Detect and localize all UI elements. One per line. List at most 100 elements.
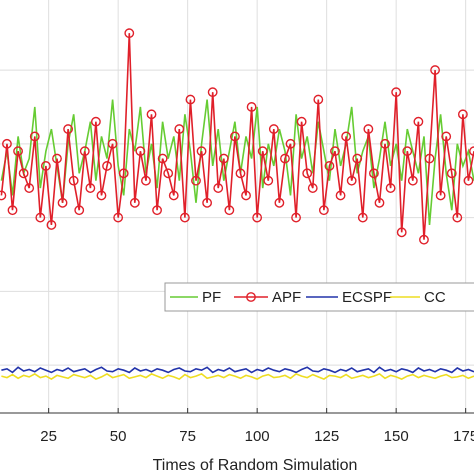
point-marker xyxy=(218,153,229,164)
point-marker xyxy=(363,124,374,134)
point-marker xyxy=(79,146,90,157)
point-marker xyxy=(168,190,179,201)
point-marker xyxy=(307,183,318,193)
x-tick-label: 100 xyxy=(245,428,270,445)
point-marker xyxy=(24,183,35,193)
point-marker xyxy=(352,153,363,164)
point-marker xyxy=(235,168,246,179)
x-tick-label: 175 xyxy=(453,428,474,445)
point-marker xyxy=(285,138,296,149)
point-marker xyxy=(263,175,274,186)
point-marker xyxy=(391,87,402,98)
point-marker xyxy=(313,94,324,105)
point-marker xyxy=(207,87,218,98)
point-marker xyxy=(430,65,440,75)
legend-marker xyxy=(246,292,256,302)
point-marker xyxy=(185,94,196,105)
point-marker xyxy=(141,175,151,186)
point-marker xyxy=(202,197,213,208)
point-marker xyxy=(324,161,335,171)
point-marker xyxy=(380,138,390,149)
point-marker xyxy=(257,146,268,157)
x-tick-label: 50 xyxy=(110,428,127,445)
point-marker xyxy=(85,183,96,193)
point-marker xyxy=(280,153,290,164)
point-marker xyxy=(29,131,40,142)
point-marker xyxy=(407,175,418,186)
point-marker xyxy=(246,102,257,112)
point-marker xyxy=(318,205,329,216)
point-marker xyxy=(35,212,46,223)
point-marker xyxy=(330,146,340,157)
point-marker xyxy=(335,190,346,201)
point-marker xyxy=(46,220,57,230)
point-marker xyxy=(296,116,307,127)
point-marker xyxy=(452,212,463,223)
point-marker xyxy=(230,131,240,142)
legend: PF APF ECSPF CC xyxy=(164,282,474,312)
point-marker xyxy=(302,168,313,179)
point-marker xyxy=(435,190,446,201)
point-marker xyxy=(18,168,29,179)
point-marker xyxy=(179,212,190,223)
point-marker xyxy=(374,197,385,208)
point-marker xyxy=(291,212,301,223)
point-marker xyxy=(107,138,118,149)
point-marker xyxy=(118,168,129,179)
point-marker xyxy=(396,227,407,238)
point-marker xyxy=(441,131,452,142)
point-marker xyxy=(124,28,135,39)
point-marker xyxy=(74,205,85,216)
x-tick-label: 125 xyxy=(314,428,339,445)
point-marker xyxy=(40,161,51,171)
point-marker xyxy=(13,146,23,157)
point-marker xyxy=(129,197,140,208)
point-marker xyxy=(52,153,62,164)
point-marker xyxy=(274,197,285,208)
point-marker xyxy=(191,175,201,186)
point-marker xyxy=(135,146,146,157)
point-marker xyxy=(174,124,185,134)
point-marker xyxy=(224,205,235,216)
point-marker xyxy=(63,124,74,134)
point-marker xyxy=(413,116,424,127)
series-line xyxy=(1,372,474,381)
point-marker xyxy=(2,138,12,149)
point-marker xyxy=(252,212,263,223)
point-marker xyxy=(113,212,124,223)
point-marker xyxy=(102,161,112,171)
series-line xyxy=(0,99,474,225)
point-marker xyxy=(68,175,79,186)
point-marker xyxy=(96,190,107,201)
x-tick-label: 75 xyxy=(179,428,196,445)
x-axis-label: Times of Random Simulation xyxy=(153,457,358,474)
point-marker xyxy=(463,175,474,186)
point-marker xyxy=(57,197,68,208)
point-marker xyxy=(163,168,174,179)
point-marker xyxy=(357,212,368,223)
point-marker xyxy=(241,190,251,201)
point-marker xyxy=(152,205,162,216)
point-marker xyxy=(402,146,413,157)
point-marker xyxy=(157,153,168,164)
point-marker xyxy=(419,234,429,245)
series-line xyxy=(0,33,474,240)
point-marker xyxy=(91,116,101,127)
series-line xyxy=(1,366,474,374)
point-marker xyxy=(385,183,396,193)
point-marker xyxy=(196,146,207,157)
point-marker xyxy=(213,183,224,193)
plot: 25 50 75 100 125 150 175 xyxy=(0,0,474,445)
legend-label: ECSPF xyxy=(342,289,392,306)
x-tick-label: 25 xyxy=(40,428,57,445)
point-marker xyxy=(457,109,468,120)
point-marker xyxy=(346,175,357,186)
legend-label: CC xyxy=(424,289,446,306)
x-tick-label: 150 xyxy=(384,428,409,445)
legend-label: PF xyxy=(202,289,221,306)
point-marker xyxy=(268,124,279,134)
point-marker xyxy=(424,153,435,164)
point-marker xyxy=(146,109,157,120)
